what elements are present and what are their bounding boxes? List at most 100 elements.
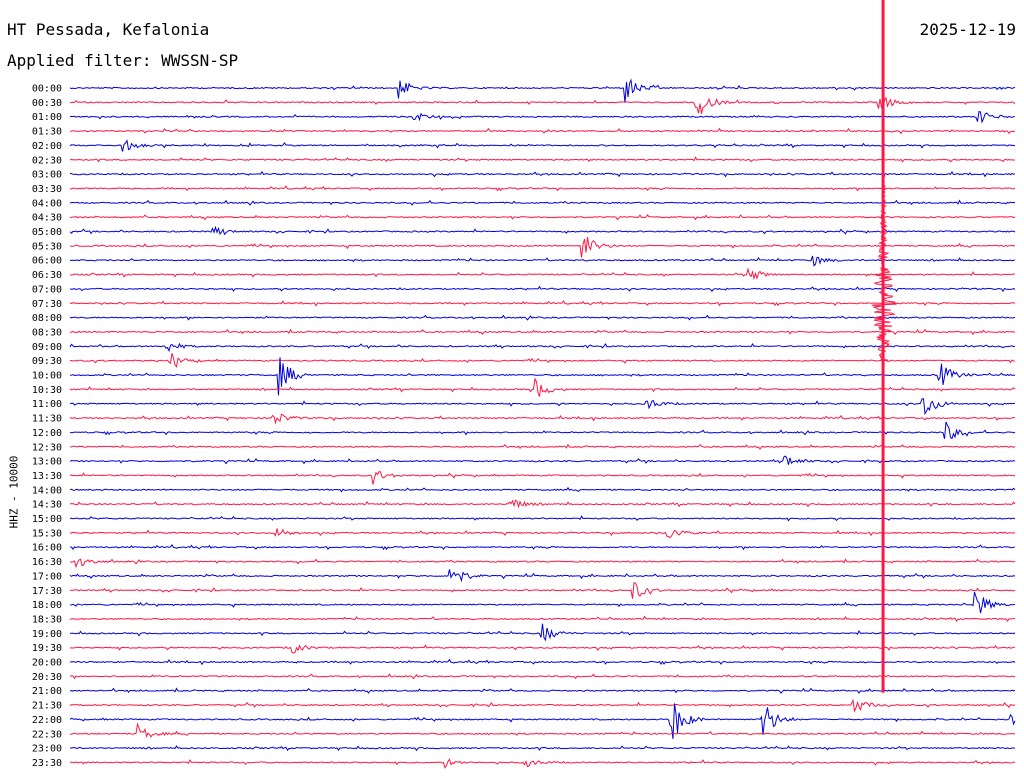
- row-time-label: 03:30: [32, 184, 62, 195]
- trace-line: [69, 185, 1016, 192]
- trace-line: [69, 413, 1016, 425]
- trace-line: [69, 285, 1016, 293]
- row-time-label: 03:00: [32, 170, 62, 181]
- row-time-label: 14:00: [32, 485, 62, 496]
- row-time-label: 21:00: [32, 686, 62, 697]
- row-time-label: 01:00: [32, 112, 62, 123]
- trace-line: [70, 499, 1016, 509]
- row-time-label: 07:00: [32, 284, 62, 295]
- row-time-label: 12:30: [32, 442, 62, 453]
- trace-line: [69, 342, 1016, 353]
- row-time-label: 18:30: [32, 614, 62, 625]
- row-time-label: 09:30: [32, 356, 62, 367]
- station-title: HT Pessada, Kefalonia: [7, 20, 210, 39]
- row-time-label: 09:00: [32, 342, 62, 353]
- row-time-label: 17:00: [32, 571, 62, 582]
- trace-line: [69, 300, 1016, 307]
- row-time-label: 16:30: [32, 557, 62, 568]
- trace-line: [69, 722, 1016, 738]
- row-time-label: 08:30: [32, 327, 62, 338]
- row-time-label: 20:00: [32, 658, 62, 669]
- row-time-label: 00:30: [32, 98, 62, 109]
- row-time-label: 10:00: [32, 371, 62, 382]
- trace-line: [69, 623, 1016, 642]
- row-time-label: 22:30: [32, 729, 62, 740]
- trace-line: [69, 515, 1016, 522]
- row-time-label: 23:00: [32, 744, 62, 755]
- trace-line: [69, 328, 1016, 336]
- row-time-label: 04:00: [32, 198, 62, 209]
- row-time-label: 08:00: [32, 313, 62, 324]
- trace-line: [69, 357, 1016, 396]
- trace-line: [69, 225, 1016, 236]
- trace-line: [70, 267, 1015, 281]
- trace-line: [69, 644, 1016, 654]
- row-time-label: 12:00: [32, 428, 62, 439]
- plot-date: 2025-12-19: [919, 20, 1016, 39]
- trace-line: [69, 569, 1016, 583]
- row-time-label: 19:00: [32, 629, 62, 640]
- row-time-label: 15:30: [32, 528, 62, 539]
- trace-line: [70, 582, 1016, 599]
- trace-line: [69, 758, 1016, 769]
- row-time-label: 05:30: [32, 241, 62, 252]
- row-time-label: 02:30: [32, 155, 62, 166]
- trace-line: [69, 96, 1016, 114]
- trace-line: [70, 745, 1015, 752]
- trace-line: [69, 398, 1015, 416]
- trace-line: [69, 658, 1016, 666]
- trace-line: [69, 78, 1016, 103]
- row-time-label: 13:30: [32, 471, 62, 482]
- row-time-label: 16:00: [32, 543, 62, 554]
- row-time-label: 06:30: [32, 270, 62, 281]
- trace-line: [69, 237, 1016, 258]
- row-time-label: 00:00: [32, 84, 62, 95]
- trace-line: [69, 455, 1016, 465]
- row-time-label: 11:30: [32, 414, 62, 425]
- row-time-label: 05:00: [32, 227, 62, 238]
- trace-line: [69, 199, 1016, 206]
- row-time-label: 18:00: [32, 600, 62, 611]
- trace-line: [69, 353, 1016, 368]
- row-time-label: 20:30: [32, 672, 62, 683]
- trace-line: [70, 443, 1016, 450]
- trace-line: [70, 110, 1016, 124]
- row-time-label: 19:30: [32, 643, 62, 654]
- trace-line: [69, 703, 1016, 739]
- row-time-label: 11:00: [32, 399, 62, 410]
- trace-line: [69, 139, 1016, 152]
- trace-line: [69, 377, 1016, 397]
- row-time-label: 15:00: [32, 514, 62, 525]
- row-time-label: 01:30: [32, 127, 62, 138]
- row-time-label: 22:00: [32, 715, 62, 726]
- trace-line: [69, 673, 1016, 680]
- trace-line: [69, 156, 1016, 163]
- trace-line: [69, 214, 1016, 221]
- filter-label: Applied filter: WWSSN-SP: [7, 51, 239, 70]
- row-time-label: 10:30: [32, 385, 62, 396]
- trace-line: [69, 471, 1016, 485]
- trace-line: [69, 127, 1016, 135]
- trace-line: [69, 591, 1016, 614]
- row-time-label: 13:00: [32, 457, 62, 468]
- trace-line: [69, 486, 1016, 493]
- trace-line: [69, 421, 1016, 440]
- trace-line: [69, 255, 1016, 267]
- row-time-label: 21:30: [32, 701, 62, 712]
- row-time-label: 04:30: [32, 213, 62, 224]
- row-time-label: 14:30: [32, 500, 62, 511]
- trace-line: [69, 698, 1016, 713]
- trace-line: [69, 544, 1016, 551]
- trace-line: [69, 170, 1016, 178]
- trace-line: [69, 687, 1016, 694]
- trace-line: [69, 314, 1016, 321]
- major-event-trace: [881, 0, 885, 693]
- row-time-label: 07:30: [32, 299, 62, 310]
- trace-line: [69, 528, 1016, 539]
- major-event-coda: [871, 173, 897, 361]
- row-time-label: 06:00: [32, 256, 62, 267]
- trace-line: [69, 558, 1016, 569]
- row-time-label: 17:30: [32, 586, 62, 597]
- row-time-label: 02:00: [32, 141, 62, 152]
